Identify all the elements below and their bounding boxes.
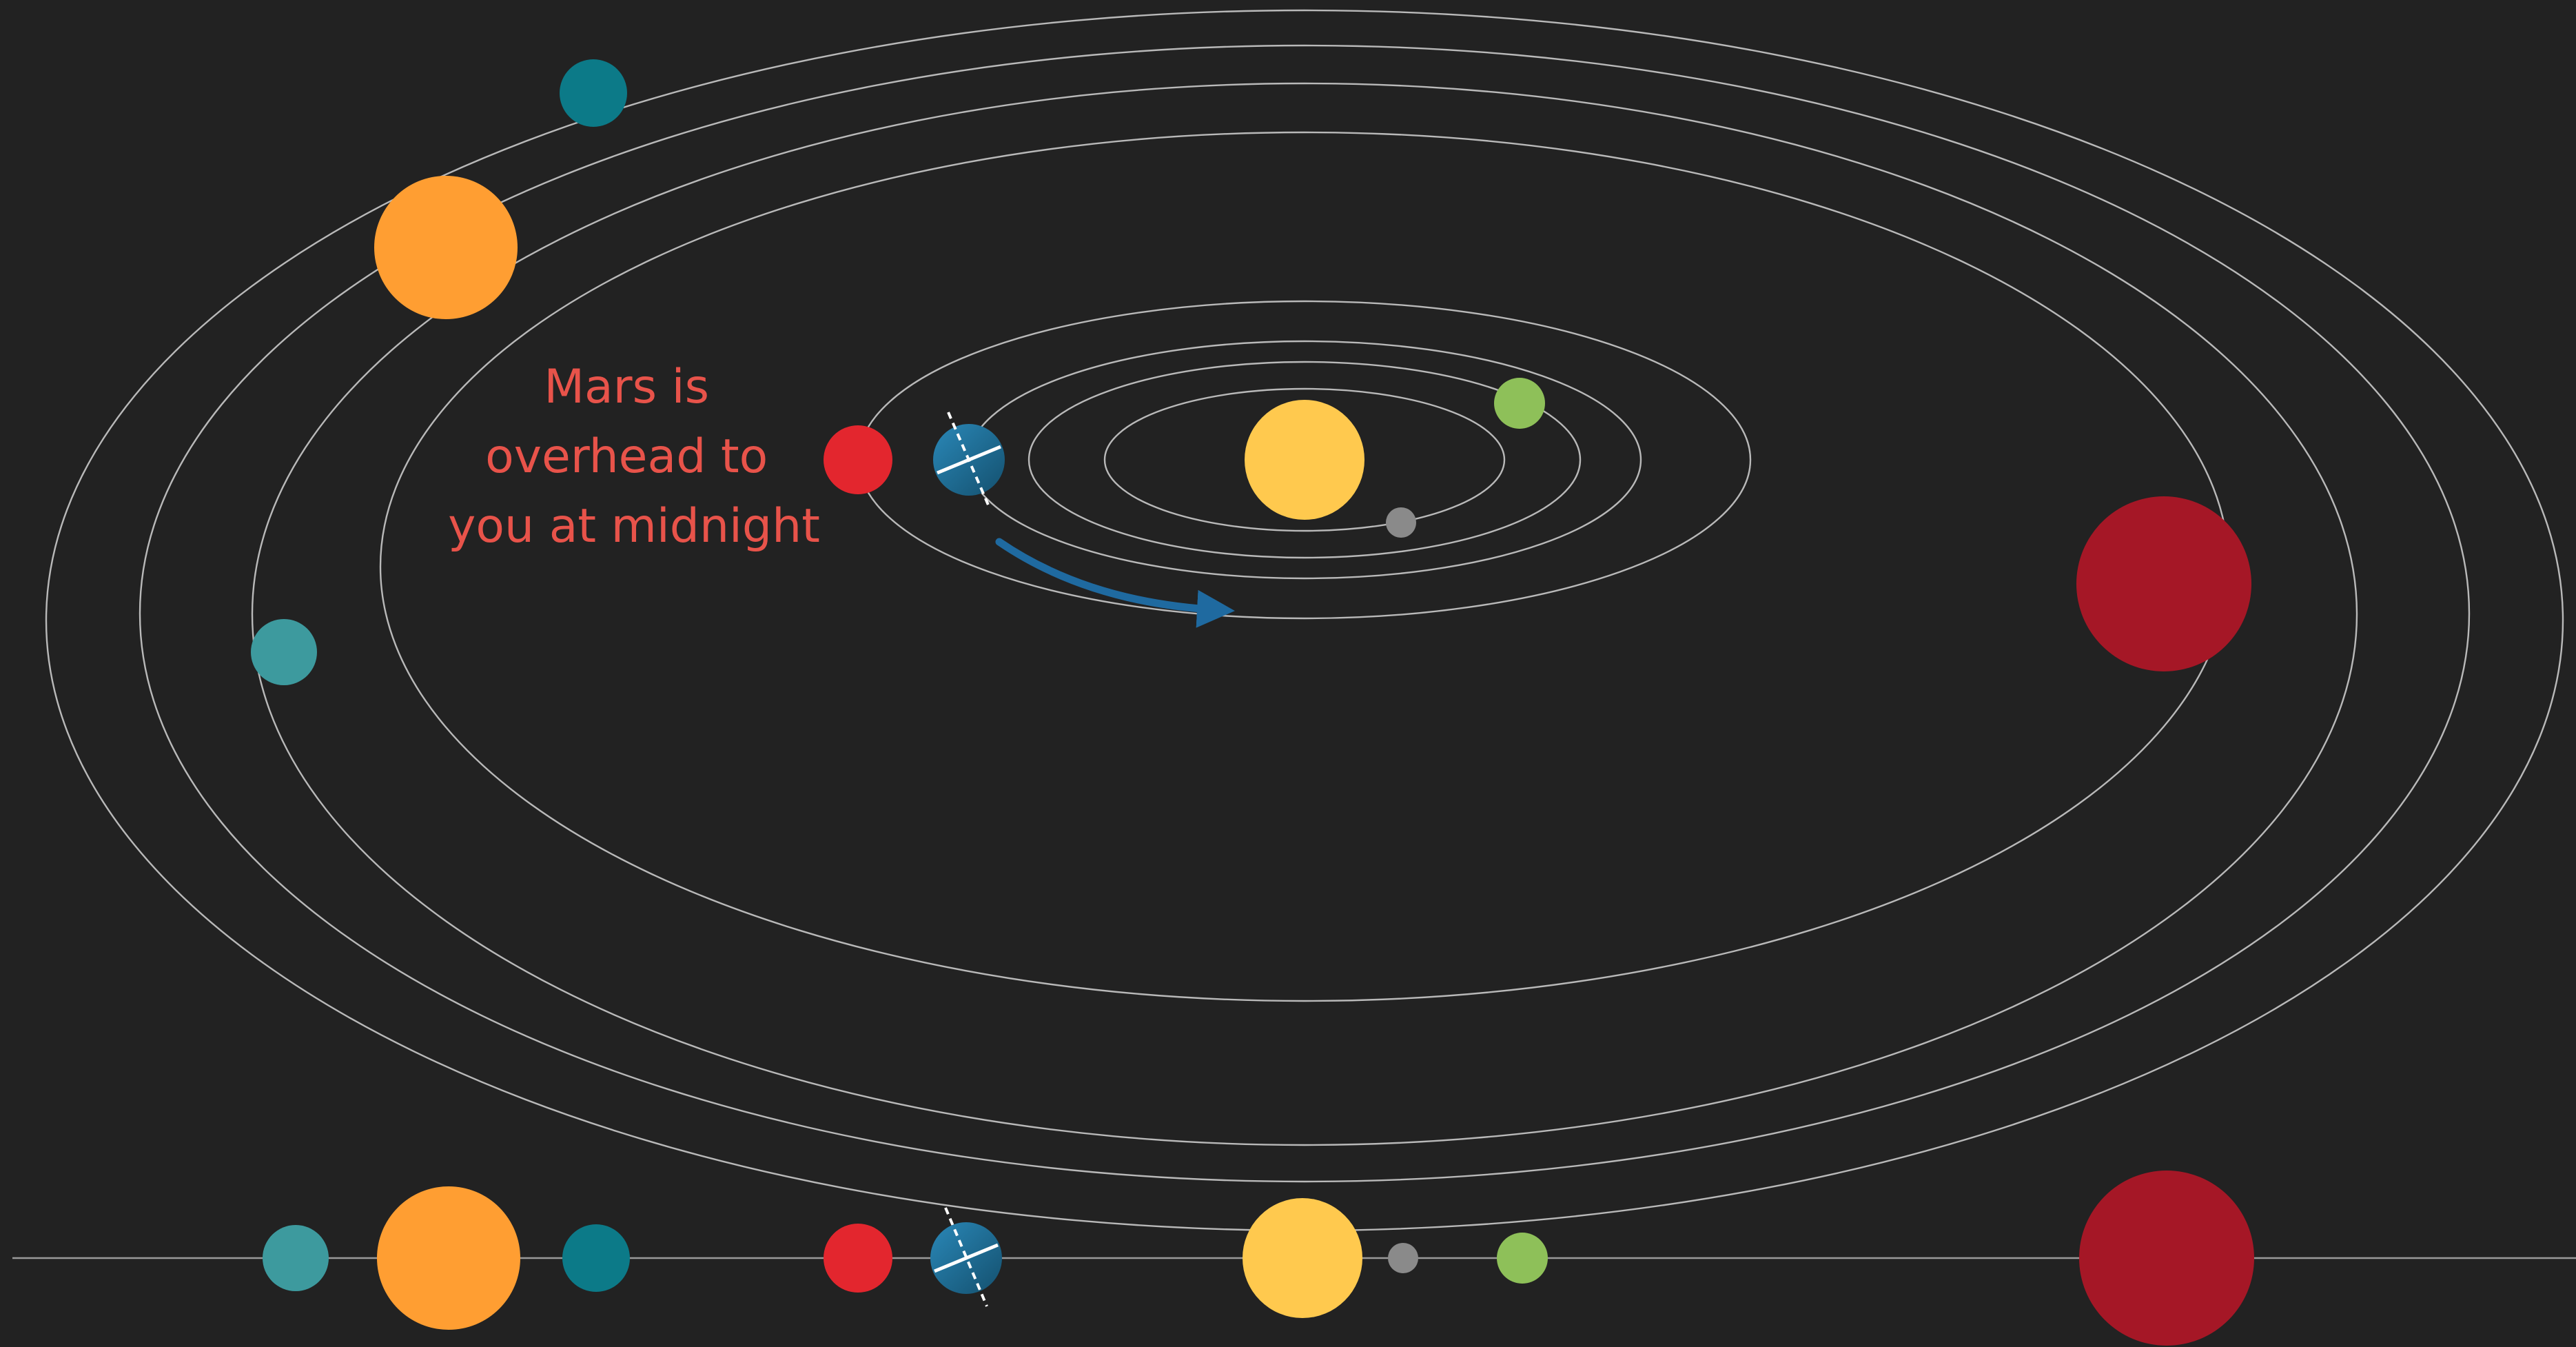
uranus (560, 59, 627, 127)
venus (1494, 378, 1545, 429)
orbit-mercury (1103, 387, 1506, 532)
mars-aligned (824, 1224, 892, 1293)
sun-aligned (1243, 1198, 1362, 1318)
annotation-text: Mars is overhead to you at midnight (448, 360, 820, 554)
uranus-aligned (562, 1224, 630, 1292)
jupiter (2076, 496, 2251, 671)
earth (933, 412, 1005, 509)
orbit-uranus (139, 44, 2471, 1183)
mars (824, 425, 892, 494)
orbit-saturn (251, 82, 2358, 1146)
annotation-line-3: you at midnight (448, 499, 820, 554)
earth-aligned (930, 1207, 1002, 1307)
earth-aligned-axis-icon (944, 1207, 988, 1307)
orbit-jupiter (379, 131, 2230, 1002)
mercury-aligned (1388, 1243, 1418, 1273)
venus-aligned (1497, 1233, 1548, 1284)
annotation-line-2: overhead to (485, 429, 768, 484)
saturn-aligned (377, 1186, 520, 1330)
earth-motion-arrow (995, 538, 1235, 628)
orbits (45, 9, 2564, 1232)
mercury (1386, 507, 1416, 538)
earth-aligned-equator-line (934, 1243, 999, 1273)
neptune (251, 619, 317, 685)
sun (1245, 400, 1364, 520)
alignment-view (12, 1171, 2576, 1346)
orbit-venus (1028, 361, 1582, 559)
saturn (374, 176, 518, 319)
annotation-line-1: Mars is (544, 360, 709, 414)
earth-axis-icon (947, 412, 991, 509)
neptune-aligned (263, 1225, 329, 1291)
jupiter-aligned (2079, 1171, 2254, 1346)
orbital-view (251, 59, 2251, 685)
